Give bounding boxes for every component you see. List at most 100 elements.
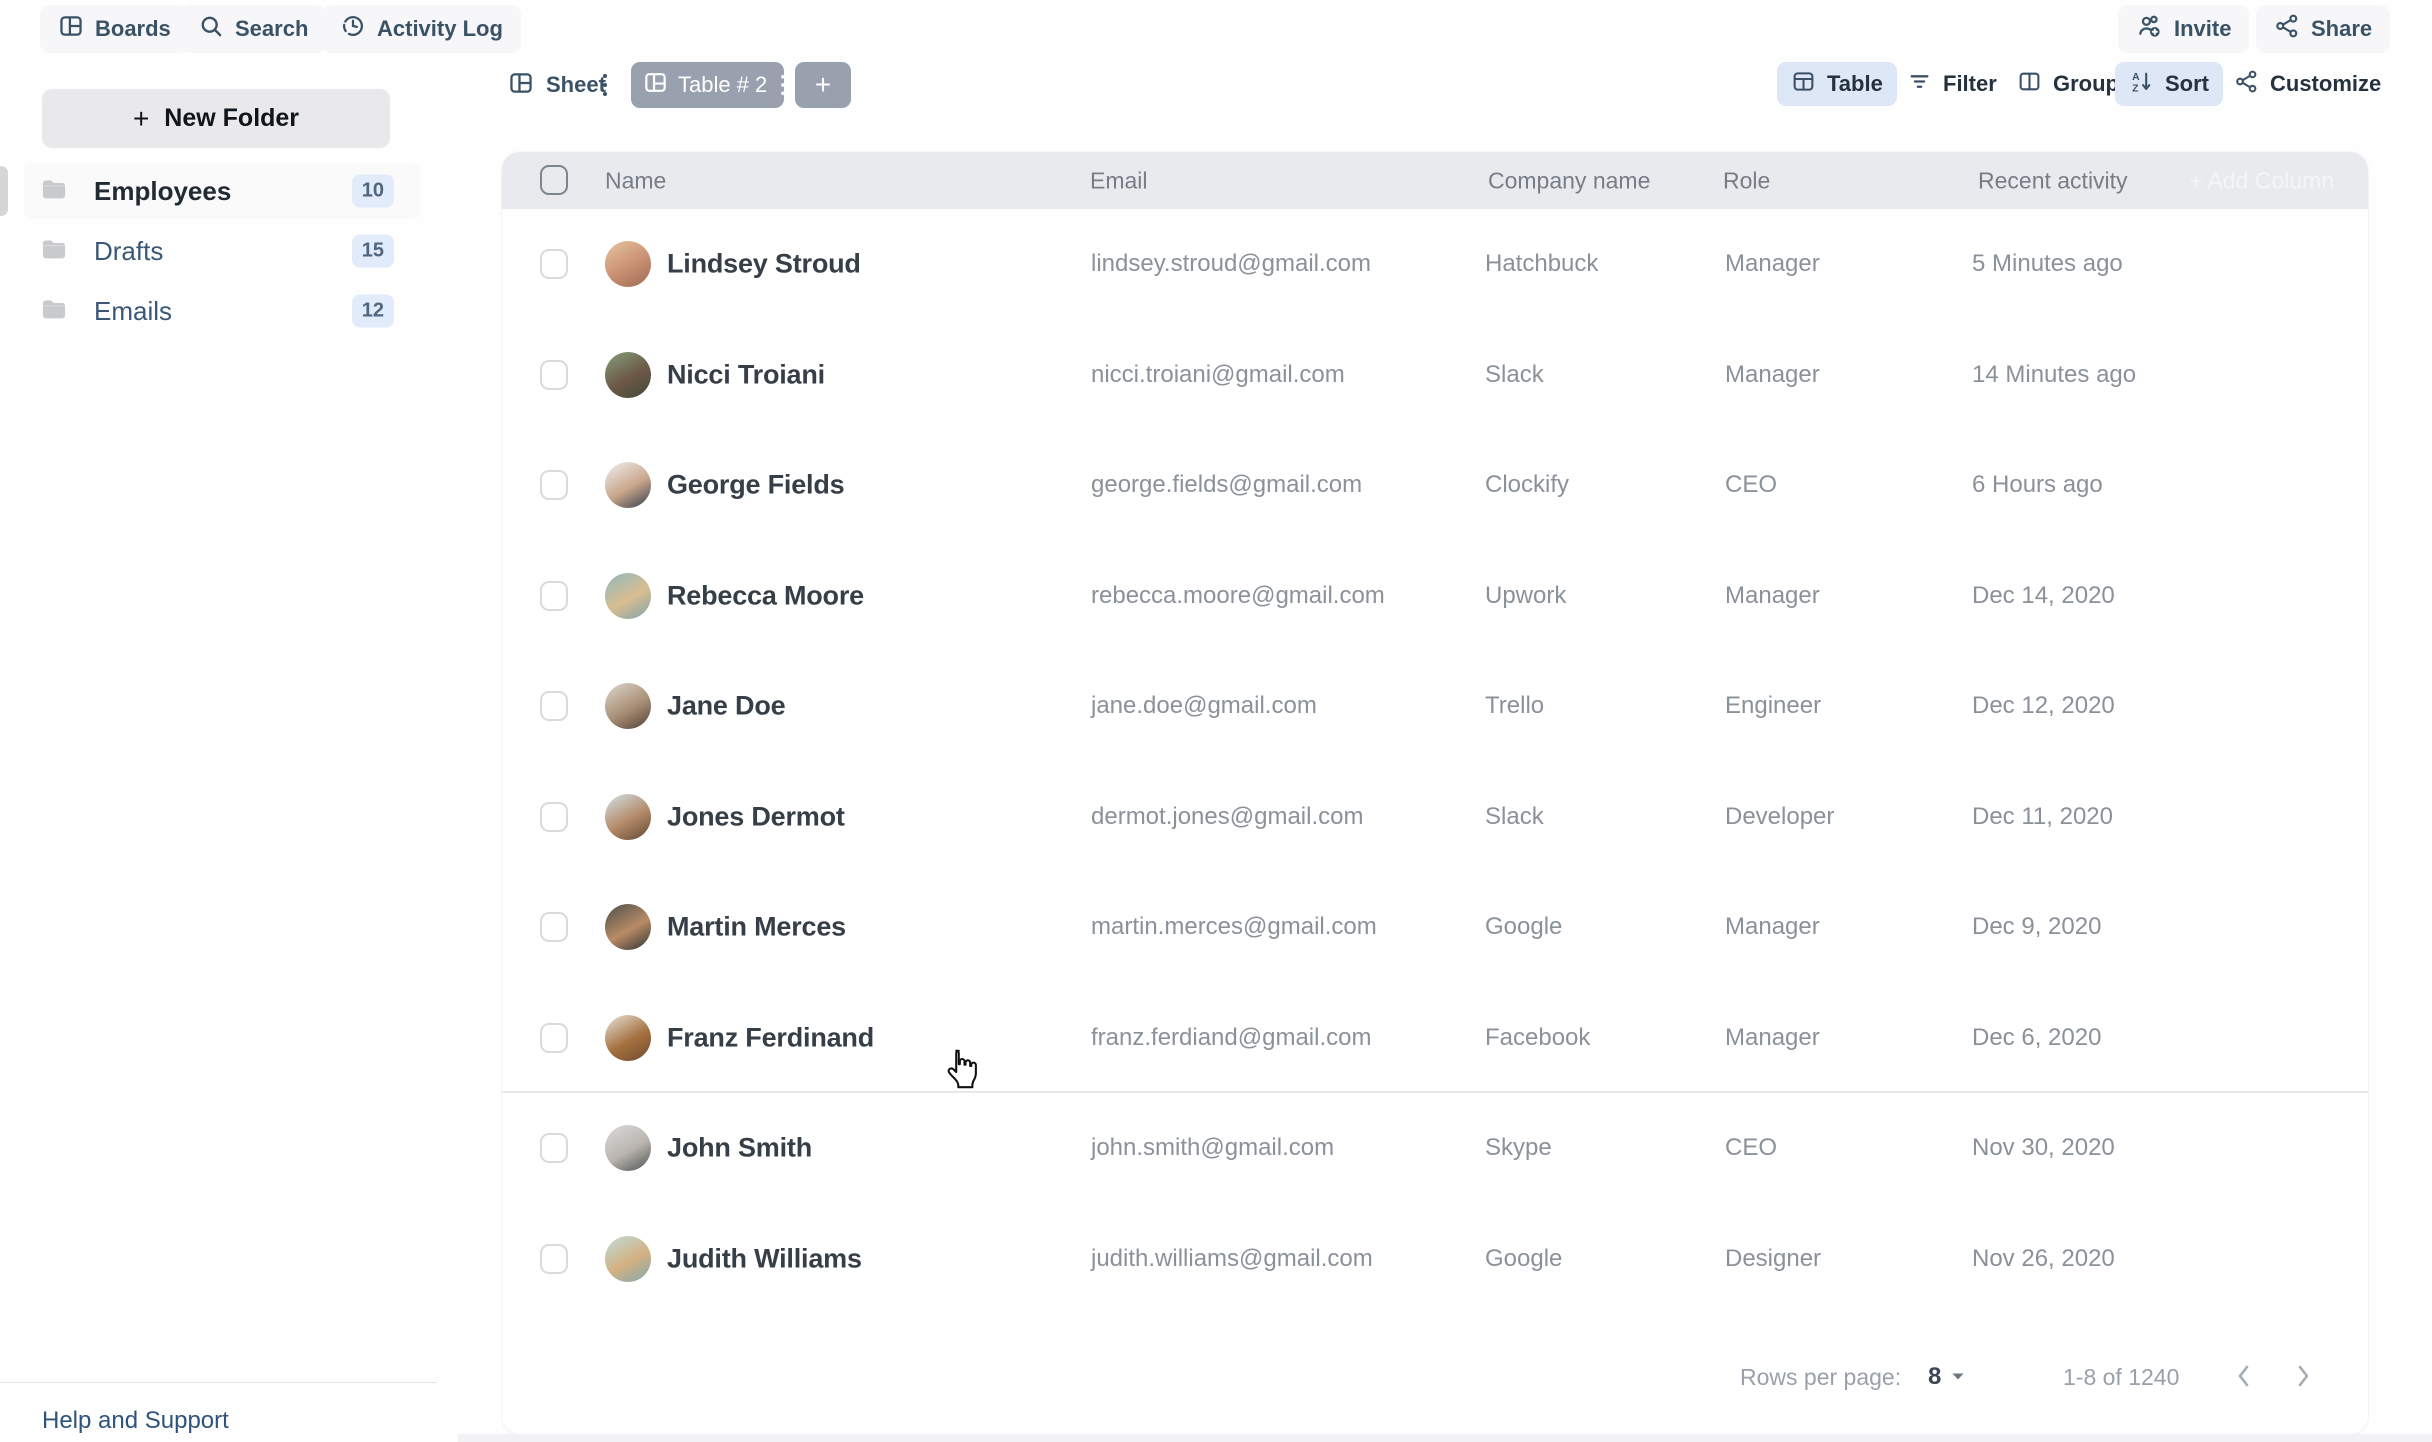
new-folder-button[interactable]: + New Folder [42,89,390,148]
previous-page-button[interactable] [2225,1355,2263,1399]
column-header-recent-activity[interactable]: Recent activity [1978,167,2128,193]
row-checkbox[interactable] [540,359,568,390]
rows-per-page-value: 8 [1928,1363,1942,1390]
cell-email: franz.ferdiand@gmail.com [1091,1023,1372,1051]
page-background-strip [458,1434,2432,1442]
view-table-button[interactable]: Table [1777,62,1897,106]
active-tab-label: Table # 2 [678,72,768,97]
filter-label: Filter [1943,71,1997,96]
invite-label: Invite [2174,16,2232,41]
cell-email: rebecca.moore@gmail.com [1091,581,1385,609]
add-column-button[interactable]: + Add Column [2189,167,2335,193]
table-tab-menu-icon[interactable] [777,73,789,97]
row-checkbox[interactable] [540,691,568,722]
table-row[interactable]: Nicci Troiani nicci.troiani@gmail.com Sl… [502,320,2368,431]
table-row[interactable]: Rebecca Moore rebecca.moore@gmail.com Up… [502,541,2368,652]
invite-button[interactable]: Invite [2118,5,2250,53]
table-row[interactable]: Franz Ferdinand franz.ferdiand@gmail.com… [502,983,2368,1094]
cell-role: Manager [1725,250,1820,278]
cell-recent-activity: 5 Minutes ago [1972,250,2123,278]
table-row[interactable]: Judith Williams judith.williams@gmail.co… [502,1204,2368,1315]
folder-icon [40,235,68,268]
row-checkbox[interactable] [540,1133,568,1164]
column-header-company[interactable]: Company name [1488,167,1651,193]
group-icon [2017,69,2042,100]
customize-label: Customize [2270,71,2382,96]
add-table-button[interactable]: + [795,62,851,108]
table-header-row: Name Email Company name Role Recent acti… [502,152,2368,209]
cell-role: Manager [1725,581,1820,609]
pagination-range: 1-8 of 1240 [2063,1363,2180,1390]
search-button[interactable]: Search [180,5,327,53]
cell-name: John Smith [667,1132,812,1163]
cell-recent-activity: 6 Hours ago [1972,471,2103,499]
row-checkbox[interactable] [540,912,568,943]
customize-button[interactable]: Customize [2220,62,2395,106]
cell-email: nicci.troiani@gmail.com [1091,360,1345,388]
cell-email: dermot.jones@gmail.com [1091,802,1364,830]
avatar [605,462,651,509]
column-header-role[interactable]: Role [1723,167,1771,193]
cell-recent-activity: Dec 14, 2020 [1972,581,2115,609]
next-page-button[interactable] [2284,1355,2322,1399]
tab-sheet[interactable]: Sheet [508,62,606,108]
help-and-support-link[interactable]: Help and Support [42,1407,229,1434]
data-table-card: Name Email Company name Role Recent acti… [502,152,2368,1434]
table-row[interactable]: Jane Doe jane.doe@gmail.com Trello Engin… [502,651,2368,762]
search-label: Search [235,16,309,41]
tab-table-2[interactable]: Table # 2 [631,62,786,108]
cell-name: Judith Williams [667,1243,862,1274]
table-row[interactable]: Lindsey Stroud lindsey.stroud@gmail.com … [502,209,2368,320]
rows-per-page-select[interactable]: 8 [1928,1352,1965,1402]
rows-per-page-label: Rows per page: [1740,1363,1902,1390]
group-button[interactable]: Group [2003,62,2133,106]
row-checkbox[interactable] [540,470,568,501]
folder-count-badge: 12 [351,294,394,328]
boards-button[interactable]: Boards [40,5,189,53]
plus-icon: + [132,102,150,134]
cell-company: Hatchbuck [1485,250,1599,278]
cell-company: Upwork [1485,581,1567,609]
cell-company: Slack [1485,802,1544,830]
folder-list: Employees 10 Drafts 15 [0,163,420,343]
share-button[interactable]: Share [2256,5,2391,53]
table-row[interactable]: John Smith john.smith@gmail.com Skype CE… [502,1093,2368,1204]
cell-company: Trello [1485,692,1545,720]
activity-log-button[interactable]: Activity Log [322,5,521,53]
view-table-label: Table [1827,71,1883,96]
table-row[interactable]: George Fields george.fields@gmail.com Cl… [502,430,2368,541]
cell-email: john.smith@gmail.com [1091,1134,1335,1162]
sort-button[interactable]: A Z Sort [2115,62,2223,106]
sidebar-folder-item[interactable]: Emails 12 [24,283,420,339]
folder-count-badge: 15 [351,234,394,268]
sheet-tab-menu-icon[interactable] [598,72,612,98]
cell-email: lindsey.stroud@gmail.com [1091,250,1372,278]
filter-icon [1907,69,1932,100]
row-checkbox[interactable] [540,801,568,832]
filter-button[interactable]: Filter [1893,62,2011,106]
avatar [605,683,651,730]
customize-icon [2234,69,2259,100]
select-all-checkbox[interactable] [540,165,568,195]
avatar [605,1235,651,1282]
cell-company: Facebook [1485,1023,1591,1051]
folder-label: Emails [94,295,173,326]
sidebar-folder-item[interactable]: Employees 10 [0,163,420,219]
row-checkbox[interactable] [540,1022,568,1053]
row-checkbox[interactable] [540,249,568,280]
row-checkbox[interactable] [540,580,568,611]
sort-label: Sort [2165,71,2209,96]
row-checkbox[interactable] [540,1243,568,1274]
column-header-name[interactable]: Name [605,167,667,193]
cell-recent-activity: 14 Minutes ago [1972,360,2137,388]
cell-company: Skype [1485,1134,1552,1162]
avatar [605,351,651,398]
activity-log-icon [340,13,366,45]
sidebar-folder-item[interactable]: Drafts 15 [24,223,420,279]
share-label: Share [2311,16,2373,41]
column-header-email[interactable]: Email [1090,167,1148,193]
cell-role: Manager [1725,913,1820,941]
cell-email: george.fields@gmail.com [1091,471,1363,499]
table-row[interactable]: Martin Merces martin.merces@gmail.com Go… [502,872,2368,983]
table-row[interactable]: Jones Dermot dermot.jones@gmail.com Slac… [502,762,2368,873]
